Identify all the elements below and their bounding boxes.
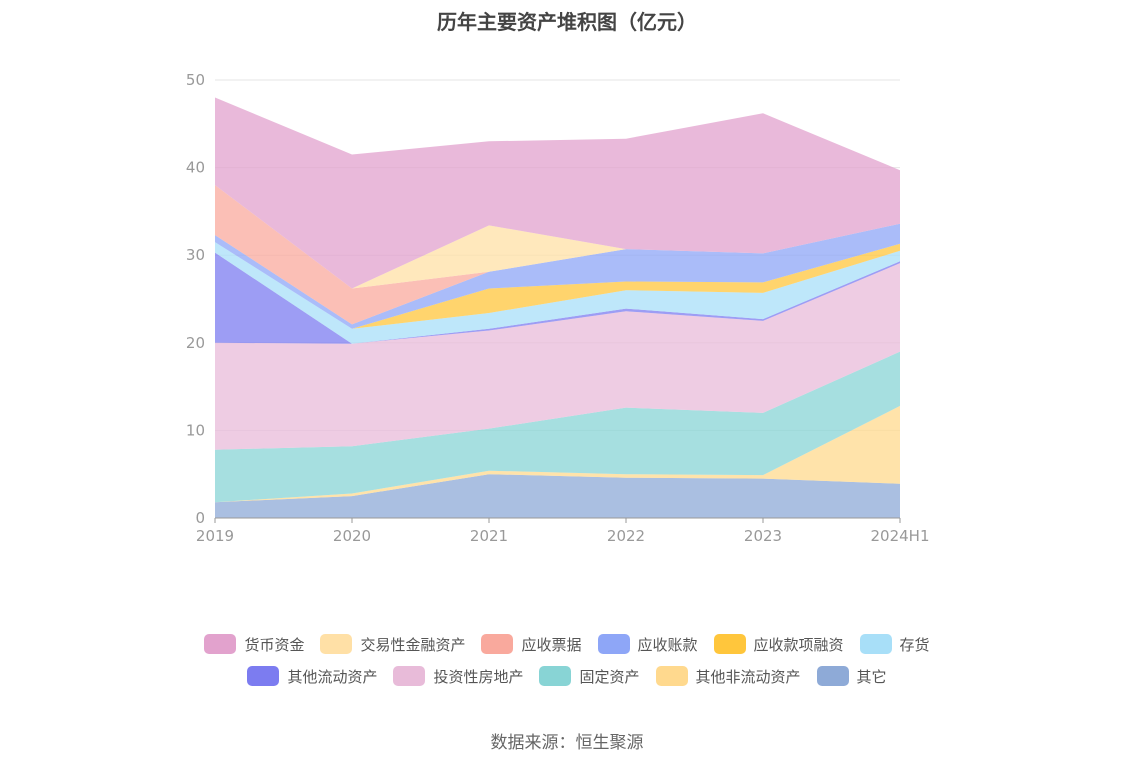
x-tick-label: 2023 [744,527,782,545]
legend-label: 固定资产 [579,667,640,686]
y-tick-label: 20 [186,334,205,352]
x-tick-label: 2024H1 [871,527,930,545]
legend-item[interactable]: 应收票据 [481,634,582,655]
area-其他流动资产 [215,252,900,344]
x-tick-label: 2022 [607,527,645,545]
chart-title: 历年主要资产堆积图（亿元） [437,10,697,34]
legend-item[interactable]: 其它 [816,666,887,687]
legend-swatch [713,634,746,654]
y-tick-label: 40 [186,159,205,177]
legend-item[interactable]: 其他非流动资产 [655,666,801,687]
legend-label: 其他流动资产 [287,667,378,686]
y-tick-label: 10 [186,421,205,439]
y-tick-label: 30 [186,246,205,264]
y-tick-label: 50 [186,71,205,89]
legend: 货币资金 交易性金融资产 应收票据 应收账款 应收款项融资 存货其他流动资产 投资性房地产 固… [0,628,1134,692]
legend-swatch [481,634,514,654]
y-tick-label: 0 [195,509,205,527]
area-应收账款 [215,223,900,329]
legend-label: 其他非流动资产 [695,667,801,686]
legend-row: 货币资金 交易性金融资产 应收票据 应收账款 应收款项融资 存货 [0,628,1134,660]
legend-item[interactable]: 存货 [859,634,930,655]
area-应收款项融资 [215,242,900,329]
legend-label: 货币资金 [244,635,305,654]
area-固定资产 [215,351,900,503]
legend-item[interactable]: 交易性金融资产 [320,634,465,655]
area-series [215,97,900,518]
legend-swatch [597,634,630,654]
source-note: 数据来源：恒生聚源 [490,733,644,753]
legend-swatch [539,666,572,686]
legend-item[interactable]: 应收账款 [597,634,698,655]
x-tick-label: 2019 [196,527,234,545]
area-其他非流动资产 [215,405,900,503]
legend-label: 其它 [856,667,887,686]
legend-swatch [655,666,688,686]
area-应收票据 [215,185,900,325]
legend-label: 交易性金融资产 [360,635,466,654]
area-投资性房地产 [215,263,900,450]
legend-label: 应收票据 [521,635,582,654]
legend-label: 投资性房地产 [433,667,524,686]
legend-swatch [247,666,280,686]
legend-label: 存货 [899,635,930,654]
legend-item[interactable]: 固定资产 [539,666,640,687]
legend-swatch [859,634,892,654]
legend-swatch [816,666,849,686]
area-存货 [215,242,900,344]
legend-item[interactable]: 应收款项融资 [713,634,844,655]
x-tick-label: 2020 [333,527,371,545]
x-tick-label: 2021 [470,527,508,545]
area-其它 [215,474,900,518]
area-货币资金 [215,97,900,289]
legend-swatch [204,634,237,654]
axes: 0 10 20 30 40 50 2019 2020 2021 2022 2023 2024H1 [186,71,930,545]
legend-swatch [320,634,353,654]
legend-swatch [393,666,426,686]
legend-item[interactable]: 其他流动资产 [247,666,377,687]
legend-item[interactable]: 货币资金 [204,634,304,655]
legend-item[interactable]: 投资性房地产 [393,666,523,687]
legend-label: 应收账款 [637,635,698,654]
legend-row: 其他流动资产 投资性房地产 固定资产 其他非流动资产 其它 [0,660,1134,692]
stacked-area-chart: 0 10 20 30 40 50 2019 2020 2021 2022 2023 2024H1 [186,71,930,545]
legend-label: 应收款项融资 [753,635,844,654]
